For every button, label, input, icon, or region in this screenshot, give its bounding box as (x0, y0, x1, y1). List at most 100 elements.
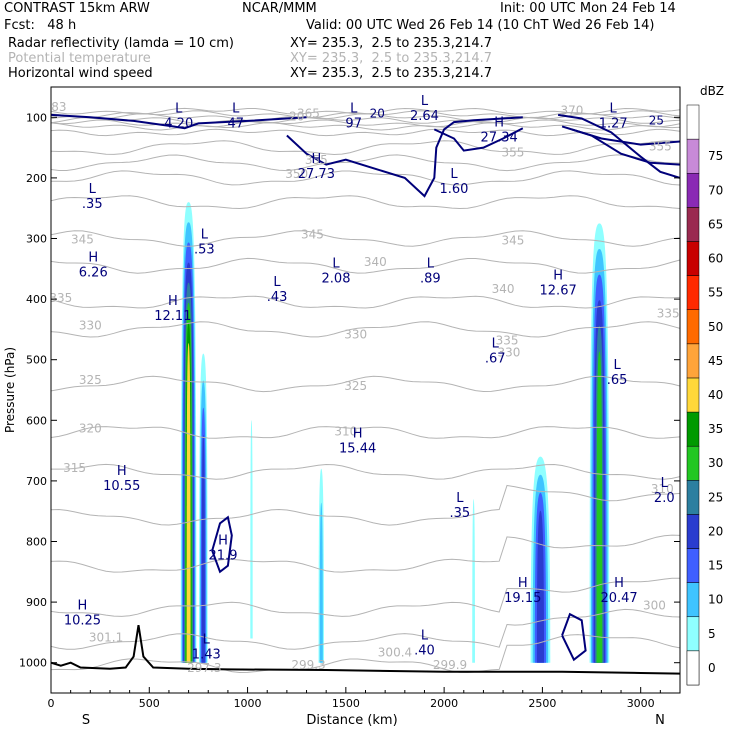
extremum-value: 97 (345, 116, 362, 131)
theta-contour-line (51, 534, 680, 573)
colorbar-unit: dBZ (700, 84, 724, 98)
extremum-value: .43 (267, 290, 288, 305)
colorbar-label: 20 (708, 524, 723, 538)
extremum-value: 2.08 (322, 272, 351, 287)
x-tick-label: 0 (48, 697, 55, 710)
xy-reflectivity: XY= 235.3, 2.5 to 235.3,214.7 (290, 36, 493, 51)
theta-label: 335 (657, 306, 680, 320)
theta-contour-line (51, 113, 680, 122)
extremum-value: .53 (194, 243, 215, 258)
colorbar-label: 70 (708, 183, 723, 197)
theta-label: 335 (49, 291, 72, 305)
extremum-value: 1.60 (439, 182, 468, 197)
theta-label: 340 (364, 255, 387, 269)
theta-label: 297.3 (187, 661, 221, 675)
theta-label: 355 (649, 140, 672, 154)
reflectivity-cell-6-5 (250, 420, 253, 639)
colorbar-label: 15 (708, 559, 723, 573)
theta-contour-line (51, 128, 680, 137)
extremum-low-marker: L (203, 632, 211, 647)
colorbar-label: 0 (708, 661, 716, 675)
x-tick-label: 1000 (234, 697, 262, 710)
y-tick-label: 300 (26, 233, 47, 246)
extremum-value: 2.0 (654, 491, 675, 506)
theta-label: 315 (63, 461, 86, 475)
extremum-high-marker: H (553, 269, 563, 284)
xy-theta: XY= 235.3, 2.5 to 235.3,214.7 (290, 51, 493, 66)
theta-contour-line (51, 170, 680, 186)
extremum-value: 27.73 (298, 167, 335, 182)
theta-contours (51, 107, 680, 674)
extremum-value: 19.15 (504, 591, 541, 606)
terrain-layer (50, 624, 681, 675)
reflectivity-cell-4-10 (319, 502, 323, 663)
extremum-high-marker: H (518, 576, 528, 591)
theta-label: 330 (79, 318, 102, 332)
theta-label: 340 (492, 282, 515, 296)
x-axis-label: Distance (km) (306, 713, 397, 728)
forecast-hour: Fcst: 48 h (4, 18, 77, 33)
extremum-value: 10.55 (103, 479, 140, 494)
colorbar-swatch (686, 480, 700, 515)
x-tick-label: 3000 (627, 697, 655, 710)
colorbar-swatch (686, 377, 700, 413)
theta-contour-line (51, 634, 680, 674)
theta-contour-line (51, 195, 680, 210)
extremum-value: 2.64 (410, 109, 439, 124)
extremum-value: 47 (227, 116, 244, 131)
colorbar-above-swatch (686, 104, 700, 140)
theta-label: 301.1 (89, 630, 123, 644)
extremum-low-marker: L (201, 228, 209, 243)
wind-contour-line (51, 113, 307, 130)
colorbar-label: 30 (708, 456, 723, 470)
extremum-low-marker: L (421, 629, 429, 644)
extremum-high-marker: H (614, 576, 624, 591)
extremum-value: 20.47 (600, 591, 637, 606)
theta-label: 345 (501, 234, 524, 248)
theta-label: 300.4 (378, 646, 412, 660)
terrain-line (50, 624, 681, 675)
model-title: CONTRAST 15km ARW (4, 1, 150, 16)
theta-label: 365 (297, 106, 320, 120)
extremum-low-marker: L (661, 476, 669, 491)
colorbar-swatch (686, 445, 700, 481)
theta-contour-line (51, 375, 680, 393)
extremum-low-marker: L (273, 275, 281, 290)
theta-label: 335 (496, 334, 519, 348)
wind-contour-line (561, 612, 587, 662)
extremum-high-marker: H (353, 426, 363, 441)
colorbar-swatch (686, 172, 700, 208)
colorbar-label: 45 (708, 354, 723, 368)
x-tick-label: 500 (139, 697, 160, 710)
extremum-high-marker: H (78, 598, 88, 613)
extremum-low-marker: L (450, 167, 458, 182)
reflectivity-cell-0-40 (186, 343, 191, 663)
colorbar-label: 75 (708, 149, 723, 163)
extremum-high-marker: H (311, 152, 321, 167)
wind-label: 25 (649, 114, 664, 128)
extremum-value: .40 (414, 644, 435, 659)
y-tick-label: 800 (26, 536, 47, 549)
theta-label: 83 (51, 100, 66, 114)
colorbar-label: 55 (708, 286, 723, 300)
extremum-value: 4.20 (164, 116, 193, 131)
wind-contour-line (571, 128, 680, 146)
extremum-value: .65 (607, 373, 628, 388)
reflectivity-cell-2-20 (536, 510, 545, 663)
extremum-value: 21.9 (209, 549, 238, 564)
wind-contour-line (211, 515, 233, 574)
theta-label: 370 (560, 103, 583, 117)
colorbar-label: 35 (708, 422, 723, 436)
field-reflectivity: Radar reflectivity (lamda = 10 cm) (8, 36, 234, 51)
y-tick-label: 400 (26, 293, 47, 306)
y-tick-label: 700 (26, 475, 47, 488)
y-tick-label: 900 (26, 596, 47, 609)
theta-contour-line (51, 122, 680, 131)
theta-label: 299.9 (433, 658, 467, 672)
xy-wind: XY= 235.3, 2.5 to 235.3,214.7 (290, 66, 493, 81)
extremum-high-marker: H (88, 251, 98, 266)
init-time: Init: 00 UTC Mon 24 Feb 14 (500, 1, 676, 16)
theta-contour-line (51, 484, 680, 526)
theta-contour-line (51, 426, 680, 439)
